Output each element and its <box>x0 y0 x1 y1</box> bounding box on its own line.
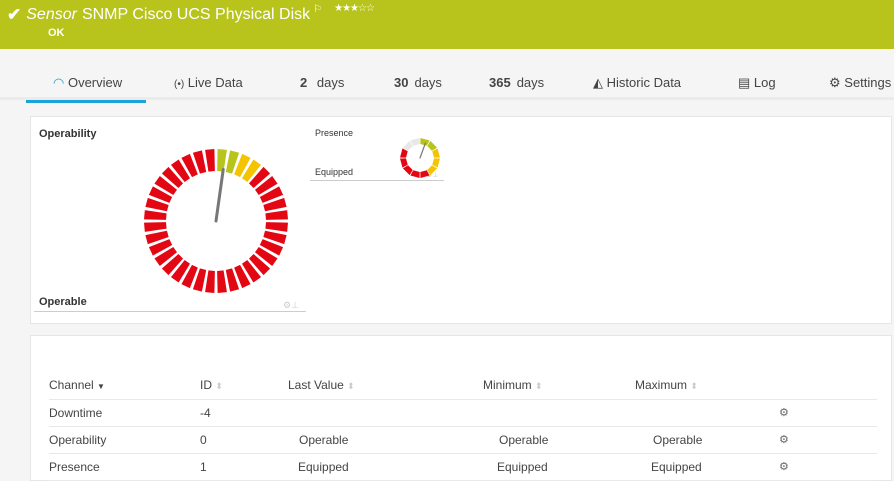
list-icon: ▤ <box>738 75 751 90</box>
presence-gauge <box>400 138 440 178</box>
col-minimum[interactable]: Minimum ⬍ <box>483 372 635 400</box>
gauge-segment <box>205 149 215 172</box>
gauge-segment <box>402 140 413 151</box>
operability-gauge <box>144 149 288 293</box>
table-row[interactable]: Downtime -4 ⚙ <box>49 399 877 427</box>
gauge-segment <box>248 166 271 189</box>
sensor-title: Sensor SNMP Cisco UCS Physical Disk <box>26 6 311 23</box>
gauge-segment <box>432 148 440 158</box>
gauge-segment <box>181 153 198 178</box>
gauge-segment <box>263 197 287 212</box>
gauge-segment <box>263 230 287 245</box>
gauge-segment <box>161 166 184 189</box>
gauge-segment <box>259 186 284 203</box>
gauges-panel <box>30 116 892 324</box>
gauge-segment <box>259 239 284 256</box>
area-chart-icon: ◭ <box>593 75 603 90</box>
gauge-segment <box>255 175 278 196</box>
gauge-segment <box>225 150 240 174</box>
status-text: OK <box>48 27 65 39</box>
gear-icon: ⚙ <box>829 75 841 90</box>
gauge-segment <box>402 165 413 176</box>
gauge-segment <box>181 264 198 289</box>
gauge-needle <box>419 142 427 159</box>
col-last-value[interactable]: Last Value ⬍ <box>288 372 483 400</box>
gauge-segment <box>192 150 207 174</box>
gauge-segment <box>144 210 167 220</box>
gauge-segment <box>170 260 191 283</box>
gauge-segment <box>148 239 173 256</box>
gauge-segment <box>432 158 440 168</box>
gauge-segment <box>248 253 271 276</box>
table-header-row: Channel ▼ ID ⬍ Last Value ⬍ Minimum ⬍ Ma… <box>49 372 877 400</box>
gauge-icon: ◠ <box>53 75 65 90</box>
tab-historic-data[interactable]: ◭ Historic Data <box>593 75 682 90</box>
gauge-segment <box>410 138 420 146</box>
gauge-value-operability: Operable <box>39 296 87 308</box>
col-id[interactable]: ID ⬍ <box>200 372 288 400</box>
table-row[interactable]: Operability 0 Operable Operable Operable ⚙ <box>49 426 877 454</box>
col-channel[interactable]: Channel ▼ <box>49 372 200 400</box>
channel-settings-icon[interactable]: ⚙ <box>779 453 877 481</box>
broadcast-icon: (•) <box>174 79 185 90</box>
gauge-segment <box>170 159 191 182</box>
gauge-segment <box>145 197 169 212</box>
gauge-segment <box>255 246 278 267</box>
gauge-segment <box>144 222 167 232</box>
channel-settings-icon[interactable]: ⚙ <box>779 399 877 427</box>
gauge-value-presence: Equipped <box>315 167 354 177</box>
tab-overview[interactable]: ◠ Overview <box>26 75 147 103</box>
gauge-segment <box>154 175 177 196</box>
gauge-segment <box>145 230 169 245</box>
gauge-segment <box>410 170 420 178</box>
tab-2-days[interactable]: 2 days <box>300 75 345 90</box>
gauge-segment <box>420 138 430 146</box>
table-row[interactable]: Presence 1 Equipped Equipped Equipped ⚙ <box>49 453 877 481</box>
tab-365-days[interactable]: 365 days <box>489 75 545 90</box>
tab-live-data[interactable]: (•) Live Data <box>174 75 243 90</box>
tab-settings[interactable]: ⚙ Settings <box>829 75 892 90</box>
gauge-segment <box>234 264 251 289</box>
tab-log[interactable]: ▤ Log <box>738 75 776 90</box>
flag-icon[interactable]: ⚐ <box>313 4 323 15</box>
tab-bar: ◠ Overview (•) Live Data 2 days 30 days 3… <box>0 66 894 103</box>
gauge-segment <box>148 186 173 203</box>
gauge-title-presence: Presence <box>315 128 354 138</box>
gauge-title-operability: Operability <box>39 128 97 140</box>
gauge-segment <box>427 140 438 151</box>
gauge-segment <box>265 210 288 220</box>
gauge-segment <box>400 158 408 168</box>
channel-settings-icon[interactable]: ⚙ <box>779 426 877 454</box>
gauge-segment <box>241 260 262 283</box>
sensor-header: ✔ Sensor SNMP Cisco UCS Physical Disk ⚐ ★… <box>0 0 894 49</box>
header-title-row: ✔ Sensor SNMP Cisco UCS Physical Disk ⚐ ★… <box>7 3 375 26</box>
gauge-needle <box>214 168 225 223</box>
gauge-settings-icon[interactable]: ⚙⊥ <box>283 300 299 310</box>
gauge-settings-icon[interactable]: ⚙⊥ <box>426 172 439 179</box>
gauge-segment <box>217 149 227 172</box>
gauge-segment <box>192 268 207 292</box>
gauge-segment <box>217 270 227 293</box>
gauge-segment <box>420 170 430 178</box>
gauge-segment <box>241 159 262 182</box>
gauge-segment <box>225 268 240 292</box>
gauge-segment <box>161 253 184 276</box>
priority-stars[interactable]: ★★★☆☆ <box>334 3 375 14</box>
gauge-segment <box>154 246 177 267</box>
gauge-segment <box>427 165 438 176</box>
tab-30-days[interactable]: 30 days <box>394 75 442 90</box>
check-icon: ✔ <box>7 5 22 24</box>
channels-table: Channel ▼ ID ⬍ Last Value ⬍ Minimum ⬍ Ma… <box>49 372 877 481</box>
gauge-segment <box>265 222 288 232</box>
col-maximum[interactable]: Maximum ⬍ <box>635 372 779 400</box>
gauge-segment <box>400 148 408 158</box>
gauge-segment <box>205 270 215 293</box>
gauge-segment <box>234 153 251 178</box>
